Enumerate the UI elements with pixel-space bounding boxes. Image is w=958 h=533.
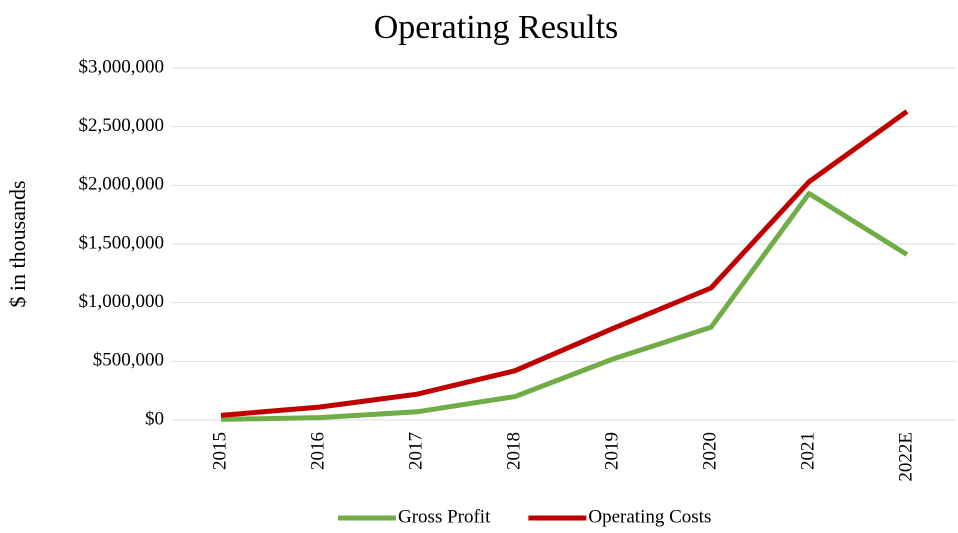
y-tick-label: $1,500,000 (79, 232, 165, 253)
y-tick-label: $2,000,000 (79, 174, 165, 195)
x-tick-label: 2015 (209, 432, 230, 470)
x-tick-label: 2021 (797, 432, 818, 470)
y-tick-label: $500,000 (93, 350, 164, 371)
y-tick-label: $2,500,000 (79, 115, 165, 136)
x-tick-label: 2022E (895, 432, 916, 482)
y-axis-label: $ in thousands (5, 180, 30, 307)
legend-label: Gross Profit (398, 506, 491, 527)
line-series (220, 109, 909, 418)
x-tick-label: 2018 (503, 432, 524, 470)
y-tick-label: $1,000,000 (79, 291, 165, 312)
y-tick-label: $0 (145, 408, 164, 429)
line-series (220, 191, 909, 422)
x-tick-label: 2016 (307, 432, 328, 470)
legend-label: Operating Costs (588, 506, 711, 527)
chart-title: Operating Results (374, 9, 619, 46)
x-tick-label: 2019 (601, 432, 622, 470)
x-tick-label: 2020 (699, 432, 720, 470)
x-tick-label: 2017 (405, 432, 426, 470)
y-tick-label: $3,000,000 (79, 56, 165, 77)
